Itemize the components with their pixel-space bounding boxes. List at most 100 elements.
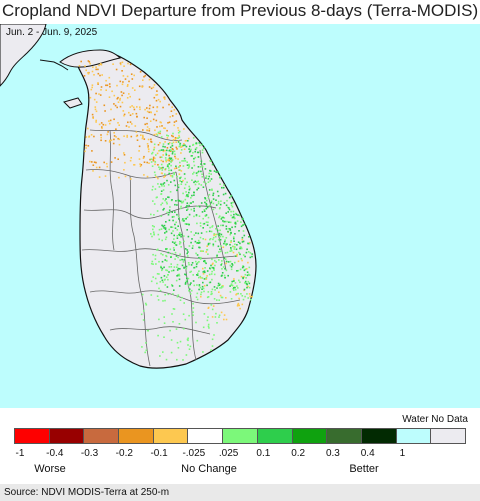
ndvi-pixel xyxy=(173,172,175,174)
ndvi-pixel xyxy=(177,215,180,218)
ndvi-pixel xyxy=(181,264,184,267)
ndvi-pixel xyxy=(164,228,167,230)
ndvi-pixel xyxy=(201,165,204,168)
ndvi-pixel xyxy=(249,295,252,298)
ndvi-pixel xyxy=(208,230,211,233)
ndvi-pixel xyxy=(202,217,204,220)
ndvi-pixel xyxy=(147,138,150,141)
ndvi-pixel xyxy=(173,238,175,240)
ndvi-pixel xyxy=(113,132,115,134)
ndvi-pixel xyxy=(232,216,235,218)
ndvi-pixel xyxy=(156,126,158,128)
ndvi-pixel xyxy=(155,94,157,96)
ndvi-pixel xyxy=(209,169,211,172)
ndvi-pixel xyxy=(173,179,176,182)
ndvi-pixel xyxy=(240,221,242,223)
ndvi-pixel xyxy=(176,189,178,192)
ndvi-pixel xyxy=(219,238,222,241)
ndvi-pixel xyxy=(196,188,198,191)
ndvi-pixel xyxy=(155,154,157,156)
ndvi-pixel xyxy=(175,279,178,282)
ndvi-pixel xyxy=(225,204,228,207)
ndvi-pixel xyxy=(95,166,98,169)
ndvi-pixel xyxy=(118,138,121,141)
ndvi-pixel xyxy=(197,170,200,173)
ndvi-pixel xyxy=(184,177,186,180)
ndvi-pixel xyxy=(161,267,164,270)
ndvi-pixel xyxy=(152,263,154,265)
ndvi-pixel xyxy=(190,155,192,157)
legend-tick: -0.3 xyxy=(80,448,99,459)
ndvi-pixel xyxy=(241,259,243,262)
ndvi-pixel xyxy=(131,123,133,125)
ndvi-pixel xyxy=(159,289,162,292)
ndvi-pixel xyxy=(142,319,145,321)
ndvi-pixel xyxy=(160,190,163,192)
ndvi-pixel xyxy=(246,248,248,251)
ndvi-pixel xyxy=(109,139,111,142)
ndvi-pixel xyxy=(211,263,214,266)
ndvi-pixel xyxy=(224,243,227,245)
ndvi-pixel xyxy=(171,176,174,178)
ndvi-pixel xyxy=(249,256,252,259)
ndvi-pixel xyxy=(213,273,216,276)
ndvi-pixel xyxy=(198,256,200,259)
ndvi-pixel xyxy=(166,179,168,182)
ndvi-pixel xyxy=(231,245,234,248)
ndvi-pixel xyxy=(104,124,107,126)
ndvi-pixel xyxy=(236,305,239,307)
ndvi-pixel xyxy=(138,158,141,160)
ndvi-pixel xyxy=(186,164,189,166)
ndvi-pixel xyxy=(168,103,170,106)
ndvi-pixel xyxy=(238,297,240,300)
ndvi-pixel xyxy=(193,266,195,269)
ndvi-pixel xyxy=(187,208,189,210)
ndvi-pixel xyxy=(173,249,175,251)
ndvi-pixel xyxy=(187,262,190,264)
ndvi-pixel xyxy=(231,226,233,229)
ndvi-pixel xyxy=(231,264,234,266)
ndvi-pixel xyxy=(168,163,171,165)
ndvi-pixel xyxy=(156,282,158,285)
swatch-minus-0.3-to-minus-0.2 xyxy=(84,429,120,443)
ndvi-pixel xyxy=(170,110,173,112)
ndvi-pixel xyxy=(241,241,244,243)
ndvi-pixel xyxy=(168,271,170,273)
ndvi-pixel xyxy=(173,124,175,127)
ndvi-pixel xyxy=(195,172,198,174)
ndvi-pixel xyxy=(180,233,183,236)
ndvi-pixel xyxy=(156,210,159,212)
ndvi-pixel xyxy=(164,149,166,152)
ndvi-pixel xyxy=(160,215,163,217)
ndvi-pixel xyxy=(220,296,223,299)
ndvi-pixel xyxy=(171,226,174,228)
ndvi-pixel xyxy=(211,338,214,341)
ndvi-pixel xyxy=(188,263,190,266)
ndvi-pixel xyxy=(180,170,183,172)
ndvi-pixel xyxy=(244,255,246,258)
ndvi-pixel xyxy=(233,237,235,240)
ndvi-pixel xyxy=(212,267,215,269)
ndvi-pixel xyxy=(165,159,167,161)
ndvi-pixel xyxy=(162,300,164,302)
ndvi-pixel xyxy=(168,167,170,169)
ndvi-pixel xyxy=(165,230,168,233)
ndvi-pixel xyxy=(190,241,192,244)
ndvi-pixel xyxy=(239,247,241,250)
ndvi-pixel xyxy=(213,268,215,270)
ndvi-pixel xyxy=(178,136,181,139)
ndvi-pixel xyxy=(178,218,180,220)
ndvi-pixel xyxy=(156,152,159,155)
legend-colorbar xyxy=(14,428,466,444)
ndvi-pixel xyxy=(139,165,142,168)
ndvi-pixel xyxy=(205,276,208,279)
ndvi-pixel xyxy=(87,60,90,62)
ndvi-pixel xyxy=(85,69,87,72)
ndvi-pixel xyxy=(210,178,213,180)
ndvi-pixel xyxy=(155,119,158,122)
ndvi-pixel xyxy=(153,146,156,149)
ndvi-pixel xyxy=(131,87,134,89)
ndvi-pixel xyxy=(177,140,180,142)
ndvi-pixel xyxy=(208,172,210,175)
ndvi-pixel xyxy=(221,260,223,262)
